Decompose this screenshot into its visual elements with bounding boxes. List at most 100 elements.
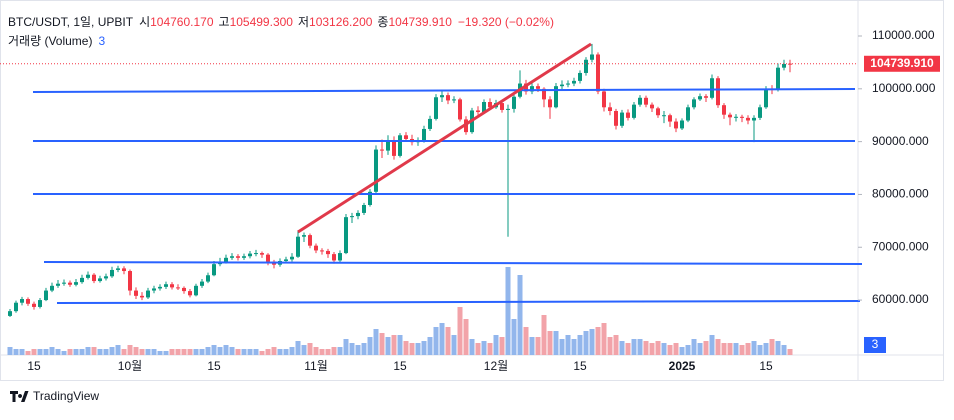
candle-body <box>146 290 150 298</box>
candle-body <box>392 140 396 156</box>
volume-bar <box>565 335 571 355</box>
volume-bar <box>649 343 655 355</box>
horizontal-drawing <box>32 88 856 93</box>
volume-bar <box>379 333 385 355</box>
volume-bar <box>139 349 145 355</box>
candle-body <box>20 299 24 303</box>
candle-body <box>236 256 240 258</box>
volume-bar <box>439 323 445 355</box>
ohlc-label: 시 <box>139 15 150 29</box>
candle-body <box>194 285 198 296</box>
volume-bar <box>163 351 169 355</box>
volume-bar <box>151 349 157 355</box>
candle-body <box>176 287 180 289</box>
volume-bar <box>535 337 541 355</box>
candle-body <box>122 268 126 272</box>
volume-bar <box>349 343 355 355</box>
volume-bar <box>415 343 421 355</box>
volume-bar <box>55 349 61 355</box>
volume-bar <box>373 329 379 355</box>
candle-body <box>680 120 684 129</box>
candle-body <box>380 149 384 151</box>
candle-body <box>182 287 186 292</box>
candle-body <box>620 112 624 126</box>
candle-body <box>590 54 594 60</box>
candle-body <box>386 140 390 151</box>
volume-bar <box>511 319 517 355</box>
volume-bar <box>343 339 349 355</box>
candle-body <box>458 99 462 120</box>
volume-bar <box>487 343 493 355</box>
volume-bar <box>571 339 577 355</box>
candle-body <box>566 83 570 85</box>
candle-body <box>596 54 600 92</box>
candle-body <box>626 112 630 118</box>
volume-bar <box>97 349 103 355</box>
volume-bar <box>91 347 97 355</box>
candle-body <box>242 256 246 258</box>
volume-bar <box>19 349 25 355</box>
x-tick-label: 2025 <box>669 359 696 373</box>
x-tick-label: 10월 <box>118 359 142 373</box>
volume-bar <box>217 347 223 355</box>
volume-bar <box>637 339 643 355</box>
volume-bar <box>691 339 697 355</box>
candle-body <box>266 254 270 262</box>
candle-body <box>782 63 786 68</box>
volume-bar <box>607 337 613 355</box>
candle-body <box>650 104 654 109</box>
volume-bar <box>49 347 55 355</box>
candle-body <box>728 114 732 118</box>
candle-body <box>572 80 576 84</box>
volume-bar <box>469 339 475 355</box>
symbol-text: BTC/USDT, 1일, UPBIT <box>8 15 134 29</box>
symbol: BTC/USDT, 1일, UPBIT 시104760.170 고105499.30… <box>8 15 554 29</box>
volume-bar <box>295 341 301 355</box>
candle-body <box>308 235 312 246</box>
candle-body <box>536 86 540 89</box>
volume-bar <box>517 275 523 355</box>
candle-body <box>374 149 378 192</box>
volume-value: 3 <box>98 34 105 48</box>
volume-bar <box>421 341 427 355</box>
volume-bar <box>763 343 769 355</box>
last-price-badge <box>864 55 940 72</box>
volume-bar <box>43 349 49 355</box>
ohlc-value: 103126.200 <box>309 15 373 29</box>
volume-bar <box>631 339 637 355</box>
candle-body <box>134 290 138 296</box>
volume-axis-label: 3 <box>872 337 879 351</box>
candle-body <box>230 256 234 258</box>
candle-body <box>50 285 54 291</box>
volume-bar <box>595 327 601 355</box>
volume-bar <box>37 349 43 355</box>
candle-body <box>14 302 18 312</box>
volume-bar <box>409 343 415 355</box>
candle-body <box>584 59 588 73</box>
drawings <box>32 42 863 304</box>
volume-bar <box>319 349 325 355</box>
x-tick-label: 15 <box>207 359 221 373</box>
candle-body <box>260 253 264 255</box>
chart-frame <box>0 0 944 381</box>
volume-bar <box>667 345 673 355</box>
horizontal-drawing <box>56 300 861 304</box>
volume-bar <box>13 349 19 355</box>
volume-bar <box>259 351 265 355</box>
candle-body <box>554 86 558 108</box>
volume-bar <box>643 341 649 355</box>
candle-body <box>560 84 564 87</box>
volume-bar <box>229 347 235 355</box>
candle-body <box>290 256 294 260</box>
candle-body <box>44 290 48 301</box>
volume-bar <box>661 343 667 355</box>
horizontal-drawing <box>43 261 863 265</box>
volume-bar <box>619 341 625 355</box>
volume-bar <box>703 341 709 355</box>
volume-bar <box>601 323 607 355</box>
y-tick-label: 80000.000 <box>872 187 929 201</box>
x-tick-label: 15 <box>393 359 407 373</box>
candle-body <box>188 291 192 296</box>
candle-body <box>68 282 72 285</box>
